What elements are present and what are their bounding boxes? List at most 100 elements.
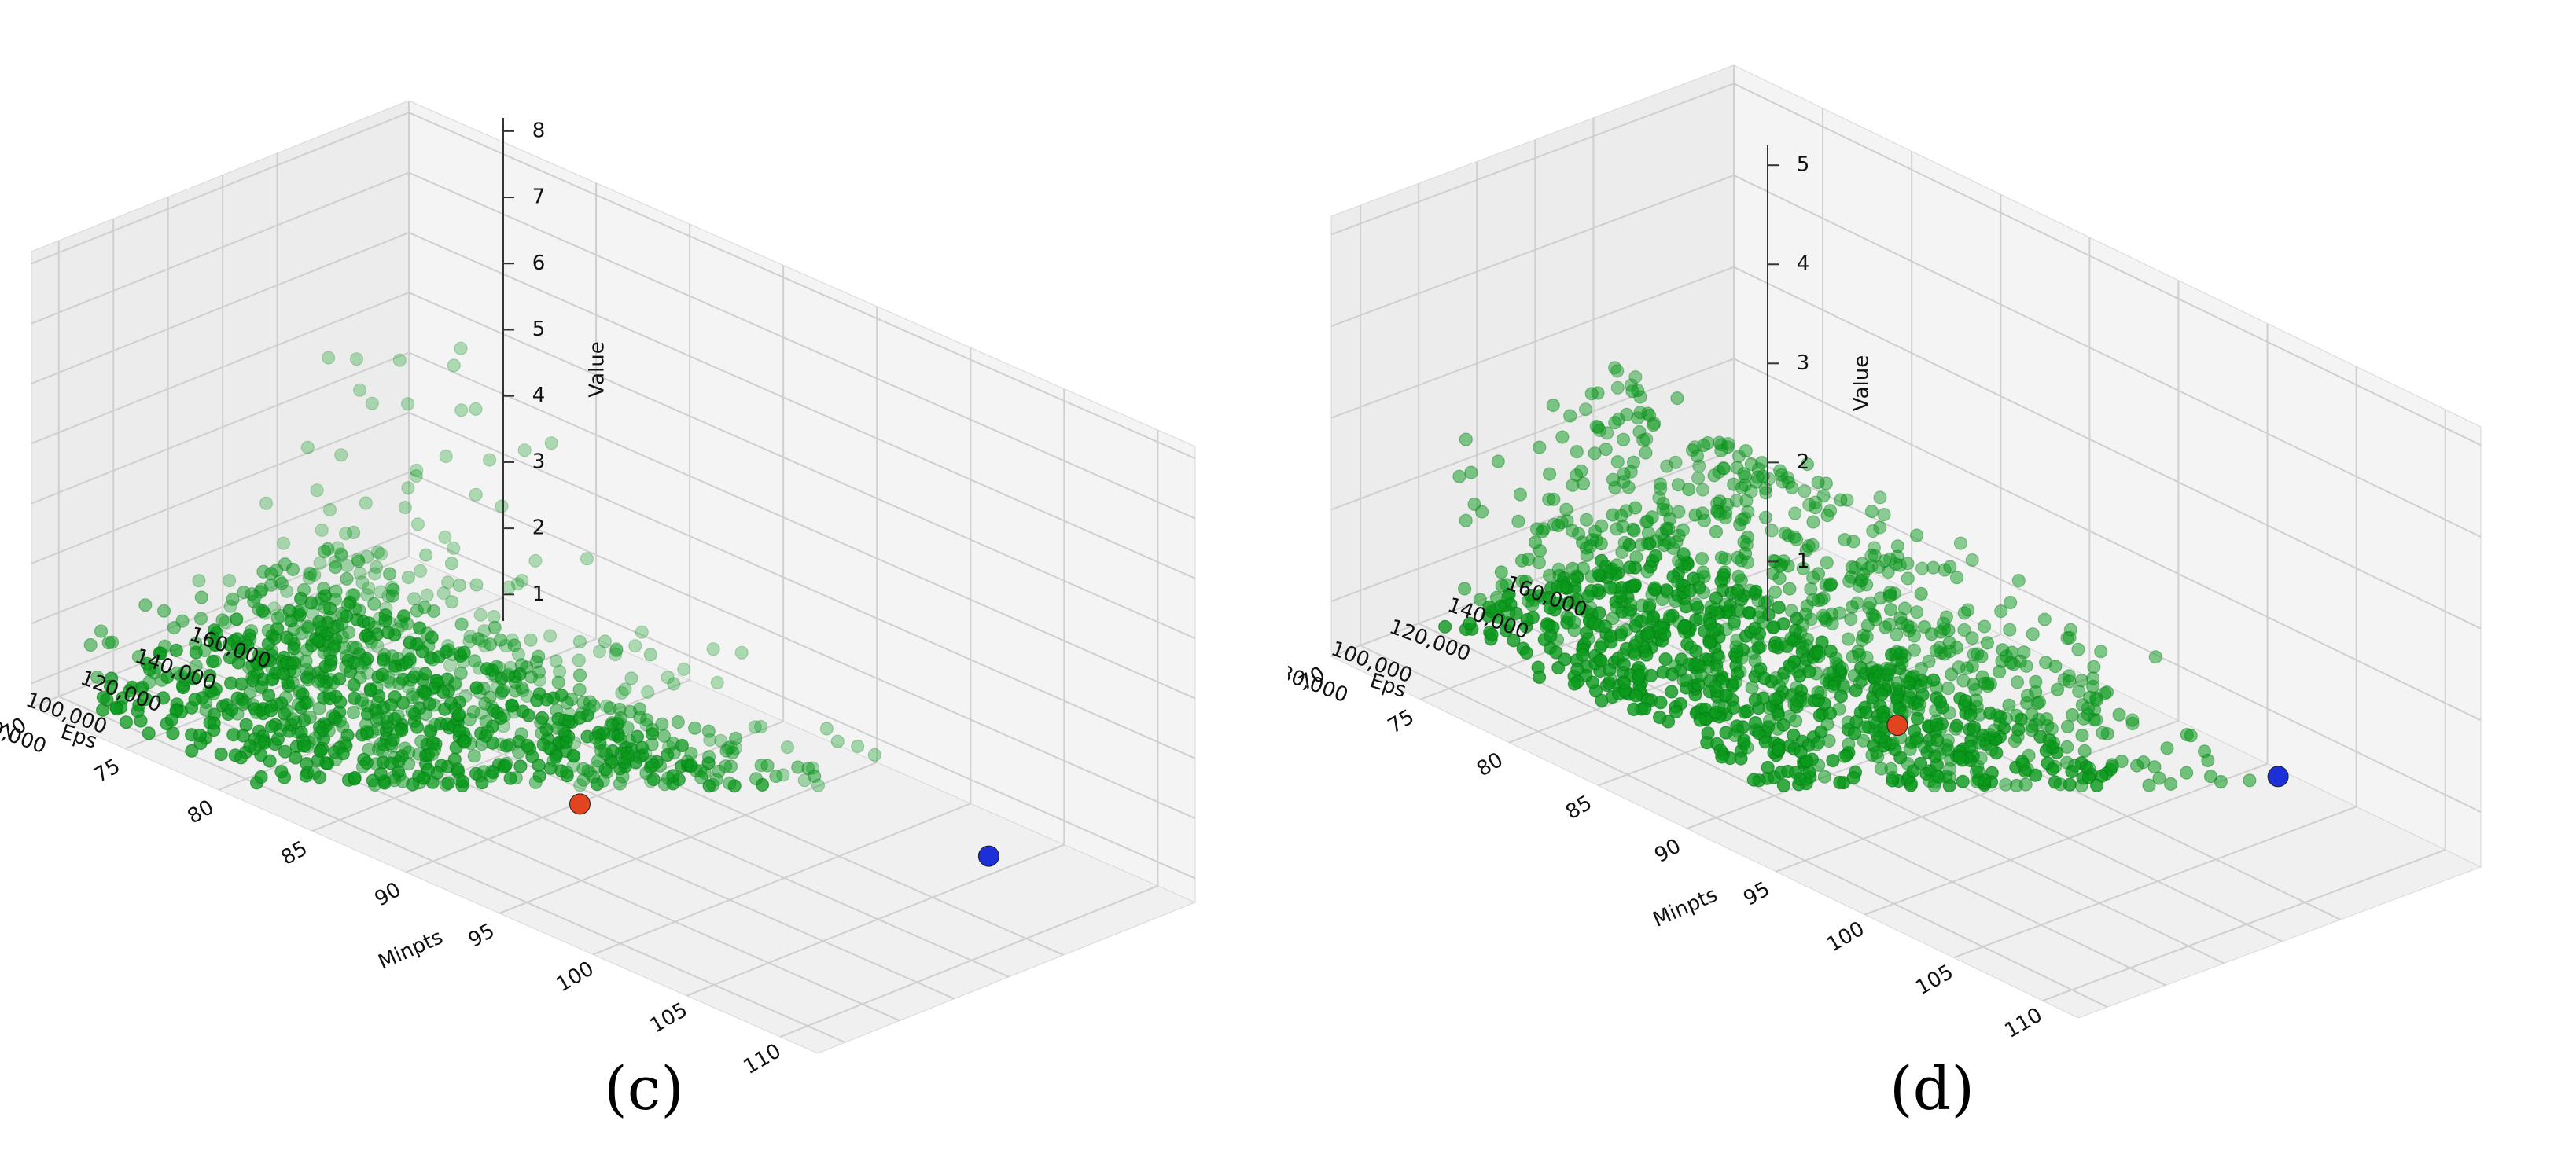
data-point (2063, 674, 2077, 689)
data-point (1752, 610, 1766, 625)
data-point (473, 685, 487, 700)
data-point (1823, 577, 1838, 591)
data-point (315, 523, 329, 538)
data-point (258, 606, 272, 620)
data-point (447, 677, 462, 692)
z-tick-label: 1 (532, 582, 546, 606)
data-point (701, 724, 716, 738)
data-point (719, 744, 734, 758)
data-point (791, 760, 805, 774)
data-point (289, 751, 303, 765)
data-point (142, 674, 156, 689)
data-point (358, 653, 372, 667)
data-point (1543, 467, 1557, 481)
minpts-tick-label: 110 (2001, 1003, 2047, 1043)
data-point (2163, 777, 2178, 792)
data-point (1802, 664, 1817, 679)
data-point (186, 671, 200, 685)
data-point (1903, 742, 1917, 756)
data-point (2214, 774, 2228, 789)
data-point (706, 642, 720, 656)
data-point (304, 567, 318, 581)
data-point (2060, 719, 2075, 734)
data-point (439, 777, 453, 792)
data-point (1805, 538, 1820, 553)
data-point (1700, 736, 1714, 750)
data-point (1717, 461, 1731, 476)
data-point (639, 718, 653, 732)
data-point (1883, 602, 1898, 617)
chart-panel-d: 1 2 3 4 5 Value 70 75 80 85 90 95 100 105 110 Minpts 80,… (1288, 0, 2576, 1150)
data-point (223, 599, 237, 613)
data-point (1899, 669, 1913, 683)
data-point (2074, 674, 2089, 688)
data-point (391, 709, 405, 723)
data-point (1566, 573, 1581, 587)
data-point (1864, 549, 1879, 563)
data-point (2148, 650, 2162, 664)
data-point (1864, 559, 1879, 573)
data-point (1571, 527, 1586, 541)
best-point (977, 845, 999, 867)
data-point (2060, 740, 2074, 755)
data-point (1844, 612, 1858, 626)
data-point (1758, 510, 1773, 524)
data-point (604, 718, 618, 733)
data-point (1834, 661, 1849, 675)
data-point (2026, 627, 2040, 641)
data-point (398, 500, 412, 515)
data-point (1953, 536, 1968, 550)
data-point (1729, 640, 1743, 654)
data-point (643, 648, 657, 662)
data-point (1820, 717, 1834, 731)
data-point (238, 635, 252, 649)
data-point (327, 620, 341, 634)
data-point (703, 733, 717, 747)
data-point (1759, 486, 1773, 500)
data-point (287, 664, 301, 679)
data-point (1746, 773, 1761, 787)
data-point (492, 660, 506, 675)
data-point (390, 725, 404, 740)
data-point (2053, 777, 2067, 792)
data-point (2038, 656, 2053, 670)
data-point (193, 728, 207, 743)
data-point (628, 639, 642, 653)
data-point (505, 698, 519, 712)
minpts-tick-label: 100 (553, 957, 598, 997)
data-point (105, 635, 120, 649)
data-point (1875, 687, 1889, 701)
data-point (1547, 492, 1561, 506)
data-point (1452, 469, 1466, 483)
data-point (440, 575, 455, 590)
data-point (300, 621, 315, 635)
data-point (2044, 722, 2059, 736)
data-point (1877, 507, 1891, 522)
minpts-gridline (1776, 280, 2180, 873)
data-point (2203, 770, 2218, 784)
data-point (1949, 722, 1963, 736)
data-point (223, 573, 237, 588)
data-point (2160, 741, 2174, 755)
data-point (364, 635, 378, 649)
data-point (403, 655, 417, 669)
data-point (2152, 771, 2166, 785)
data-point (1904, 776, 1919, 791)
data-point (2096, 726, 2110, 740)
data-point (375, 667, 389, 682)
data-point (1832, 606, 1847, 620)
data-point (1712, 435, 1727, 450)
data-point (1713, 507, 1727, 521)
z-axis-label: Value (586, 341, 609, 397)
data-point (2142, 778, 2156, 792)
data-point (1765, 524, 1779, 538)
data-point (1772, 601, 1786, 615)
data-point (728, 731, 743, 746)
data-point (1729, 586, 1744, 601)
data-point (1668, 659, 1682, 673)
data-point (1772, 743, 1786, 757)
data-point (197, 643, 212, 658)
data-point (471, 632, 485, 646)
data-point (723, 776, 737, 791)
data-point (1715, 750, 1729, 764)
